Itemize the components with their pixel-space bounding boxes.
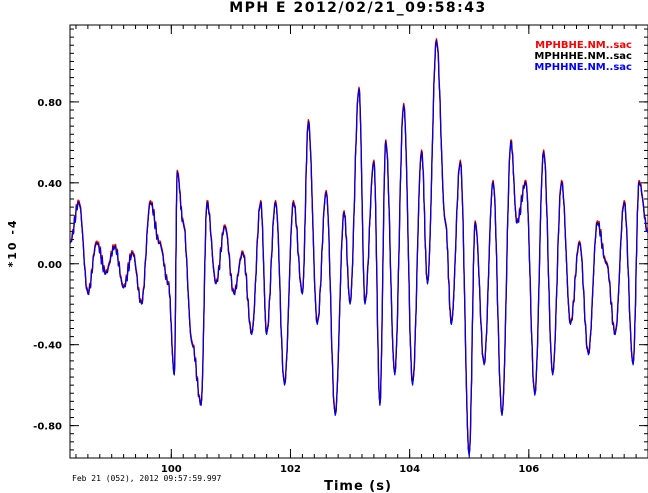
- series-line-mphhne-nm-sac: [70, 40, 648, 457]
- x-tick-label: 106: [518, 464, 539, 475]
- x-tick-label: 100: [161, 464, 182, 475]
- x-tick-label: 104: [399, 464, 420, 475]
- trace-group: [70, 38, 648, 457]
- y-tick-label: 0.80: [37, 98, 62, 109]
- axis-ticks: [70, 25, 648, 459]
- plot-frame: [69, 24, 648, 459]
- legend-entry: MPHBHE.NM..sac: [535, 40, 632, 51]
- x-axis-label: Time (s): [324, 479, 392, 493]
- series-line-mphhhe-nm-sac: [70, 39, 648, 456]
- x-tick-label: 102: [280, 464, 301, 475]
- y-tick-label: 0.00: [37, 260, 62, 271]
- y-tick-label: -0.40: [33, 341, 62, 352]
- y-tick-labels: 0.80 0.40 0.00 -0.40 -0.80: [33, 98, 62, 433]
- legend-entry: MPHHHE.NM..sac: [534, 51, 632, 62]
- series-line-mphbhe-nm-sac: [70, 38, 648, 455]
- chart-title: MPH E 2012/02/21_09:58:43: [229, 0, 487, 16]
- x-tick-labels: 100 102 104 106: [161, 464, 539, 475]
- y-tick-label: -0.80: [33, 422, 62, 433]
- y-tick-label: 0.40: [37, 179, 62, 190]
- legend-entry: MPHHNE.NM..sac: [534, 62, 632, 73]
- legend: MPHBHE.NM..sacMPHHHE.NM..sacMPHHNE.NM..s…: [534, 40, 632, 73]
- y-axis-label: *10 -4: [6, 218, 19, 267]
- footer-timestamp: Feb 21 (052), 2012 09:57:59.997: [72, 474, 221, 483]
